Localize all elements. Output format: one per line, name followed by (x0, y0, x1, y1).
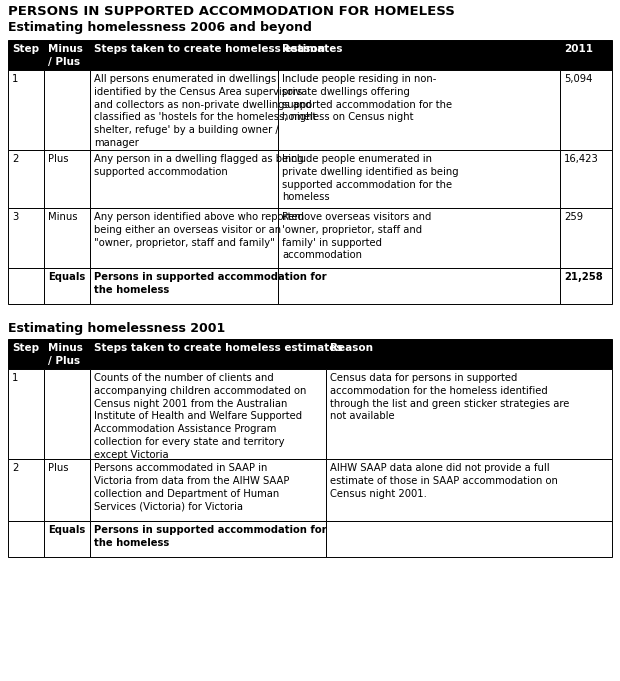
Bar (560, 40, 612, 70)
Bar (8, 208, 44, 268)
Bar (44, 369, 90, 459)
Text: Any person in a dwelling flagged as being
supported accommodation: Any person in a dwelling flagged as bein… (94, 154, 304, 177)
Bar (44, 70, 90, 150)
Bar (8, 369, 44, 459)
Bar (560, 70, 612, 150)
Bar (44, 268, 90, 304)
Bar (8, 40, 44, 70)
Bar (90, 208, 278, 268)
Bar (8, 268, 44, 304)
Text: Step: Step (12, 343, 39, 353)
Bar (326, 521, 612, 557)
Text: Persons in supported accommodation for
the homeless: Persons in supported accommodation for t… (94, 525, 327, 548)
Bar (90, 459, 326, 521)
Text: 3: 3 (12, 212, 18, 222)
Text: Remove overseas visitors and
'owner, proprietor, staff and
family' in supported
: Remove overseas visitors and 'owner, pro… (282, 212, 432, 260)
Text: 21,258: 21,258 (564, 272, 603, 282)
Bar (278, 150, 560, 208)
Bar (44, 459, 90, 521)
Bar (8, 459, 44, 521)
Bar (8, 150, 44, 208)
Text: Include people enumerated in
private dwelling identified as being
supported acco: Include people enumerated in private dwe… (282, 154, 459, 202)
Bar (278, 70, 560, 150)
Text: 1: 1 (12, 373, 19, 383)
Bar (90, 268, 278, 304)
Text: AIHW SAAP data alone did not provide a full
estimate of those in SAAP accommodat: AIHW SAAP data alone did not provide a f… (330, 463, 558, 498)
Text: 259: 259 (564, 212, 583, 222)
Text: Minus
/ Plus: Minus / Plus (48, 343, 83, 366)
Text: Reason: Reason (282, 44, 325, 54)
Bar (44, 40, 90, 70)
Text: Include people residing in non-
private dwellings offering
supported accommodati: Include people residing in non- private … (282, 74, 452, 123)
Text: Steps taken to create homeless estimates: Steps taken to create homeless estimates (94, 343, 342, 353)
Text: Equals: Equals (48, 525, 86, 535)
Bar (8, 70, 44, 150)
Text: 2: 2 (12, 463, 19, 473)
Bar (44, 208, 90, 268)
Text: Estimating homelessness 2006 and beyond: Estimating homelessness 2006 and beyond (8, 21, 312, 34)
Text: Plus: Plus (48, 154, 68, 164)
Bar (90, 369, 326, 459)
Text: Steps taken to create homeless estimates: Steps taken to create homeless estimates (94, 44, 342, 54)
Bar (44, 339, 90, 369)
Text: Any person identified above who reported
being either an overseas visitor or an
: Any person identified above who reported… (94, 212, 304, 248)
Text: Persons accommodated in SAAP in
Victoria from data from the AIHW SAAP
collection: Persons accommodated in SAAP in Victoria… (94, 463, 290, 511)
Bar (90, 150, 278, 208)
Bar (560, 150, 612, 208)
Bar (278, 268, 560, 304)
Text: Reason: Reason (330, 343, 373, 353)
Bar (8, 339, 44, 369)
Bar (90, 339, 326, 369)
Bar (278, 208, 560, 268)
Text: Counts of the number of clients and
accompanying children accommodated on
Census: Counts of the number of clients and acco… (94, 373, 306, 460)
Text: PERSONS IN SUPPORTED ACCOMMODATION FOR HOMELESS: PERSONS IN SUPPORTED ACCOMMODATION FOR H… (8, 5, 455, 18)
Text: Persons in supported accommodation for
the homeless: Persons in supported accommodation for t… (94, 272, 327, 295)
Text: 1: 1 (12, 74, 19, 84)
Bar (90, 521, 326, 557)
Text: All persons enumerated in dwellings
identified by the Census Area supervisors
an: All persons enumerated in dwellings iden… (94, 74, 316, 148)
Bar (326, 459, 612, 521)
Bar (90, 40, 278, 70)
Text: 16,423: 16,423 (564, 154, 599, 164)
Text: Minus
/ Plus: Minus / Plus (48, 44, 83, 67)
Text: Equals: Equals (48, 272, 86, 282)
Text: Estimating homelessness 2001: Estimating homelessness 2001 (8, 322, 225, 335)
Bar (8, 521, 44, 557)
Text: 2011: 2011 (564, 44, 593, 54)
Text: 5,094: 5,094 (564, 74, 592, 84)
Text: Step: Step (12, 44, 39, 54)
Text: Minus: Minus (48, 212, 78, 222)
Bar (560, 208, 612, 268)
Bar (44, 521, 90, 557)
Bar (560, 268, 612, 304)
Text: Plus: Plus (48, 463, 68, 473)
Text: 2: 2 (12, 154, 19, 164)
Text: Census data for persons in supported
accommodation for the homeless identified
t: Census data for persons in supported acc… (330, 373, 569, 422)
Bar (326, 339, 612, 369)
Bar (90, 70, 278, 150)
Bar (44, 150, 90, 208)
Bar (278, 40, 560, 70)
Bar (326, 369, 612, 459)
